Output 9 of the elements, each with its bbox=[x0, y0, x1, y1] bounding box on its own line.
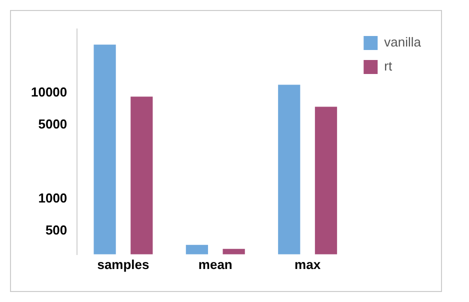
x-tick-label: samples bbox=[97, 256, 150, 272]
x-tick-label: max bbox=[294, 256, 322, 272]
y-tick-label: 1000 bbox=[38, 190, 68, 206]
y-tick-label: 500 bbox=[45, 222, 68, 238]
legend-label: vanilla bbox=[384, 34, 422, 50]
legend-label: rt bbox=[384, 58, 392, 74]
x-tick-label: mean bbox=[198, 256, 232, 272]
y-tick-label: 5000 bbox=[38, 116, 68, 132]
y-tick-label: 10000 bbox=[30, 84, 68, 100]
